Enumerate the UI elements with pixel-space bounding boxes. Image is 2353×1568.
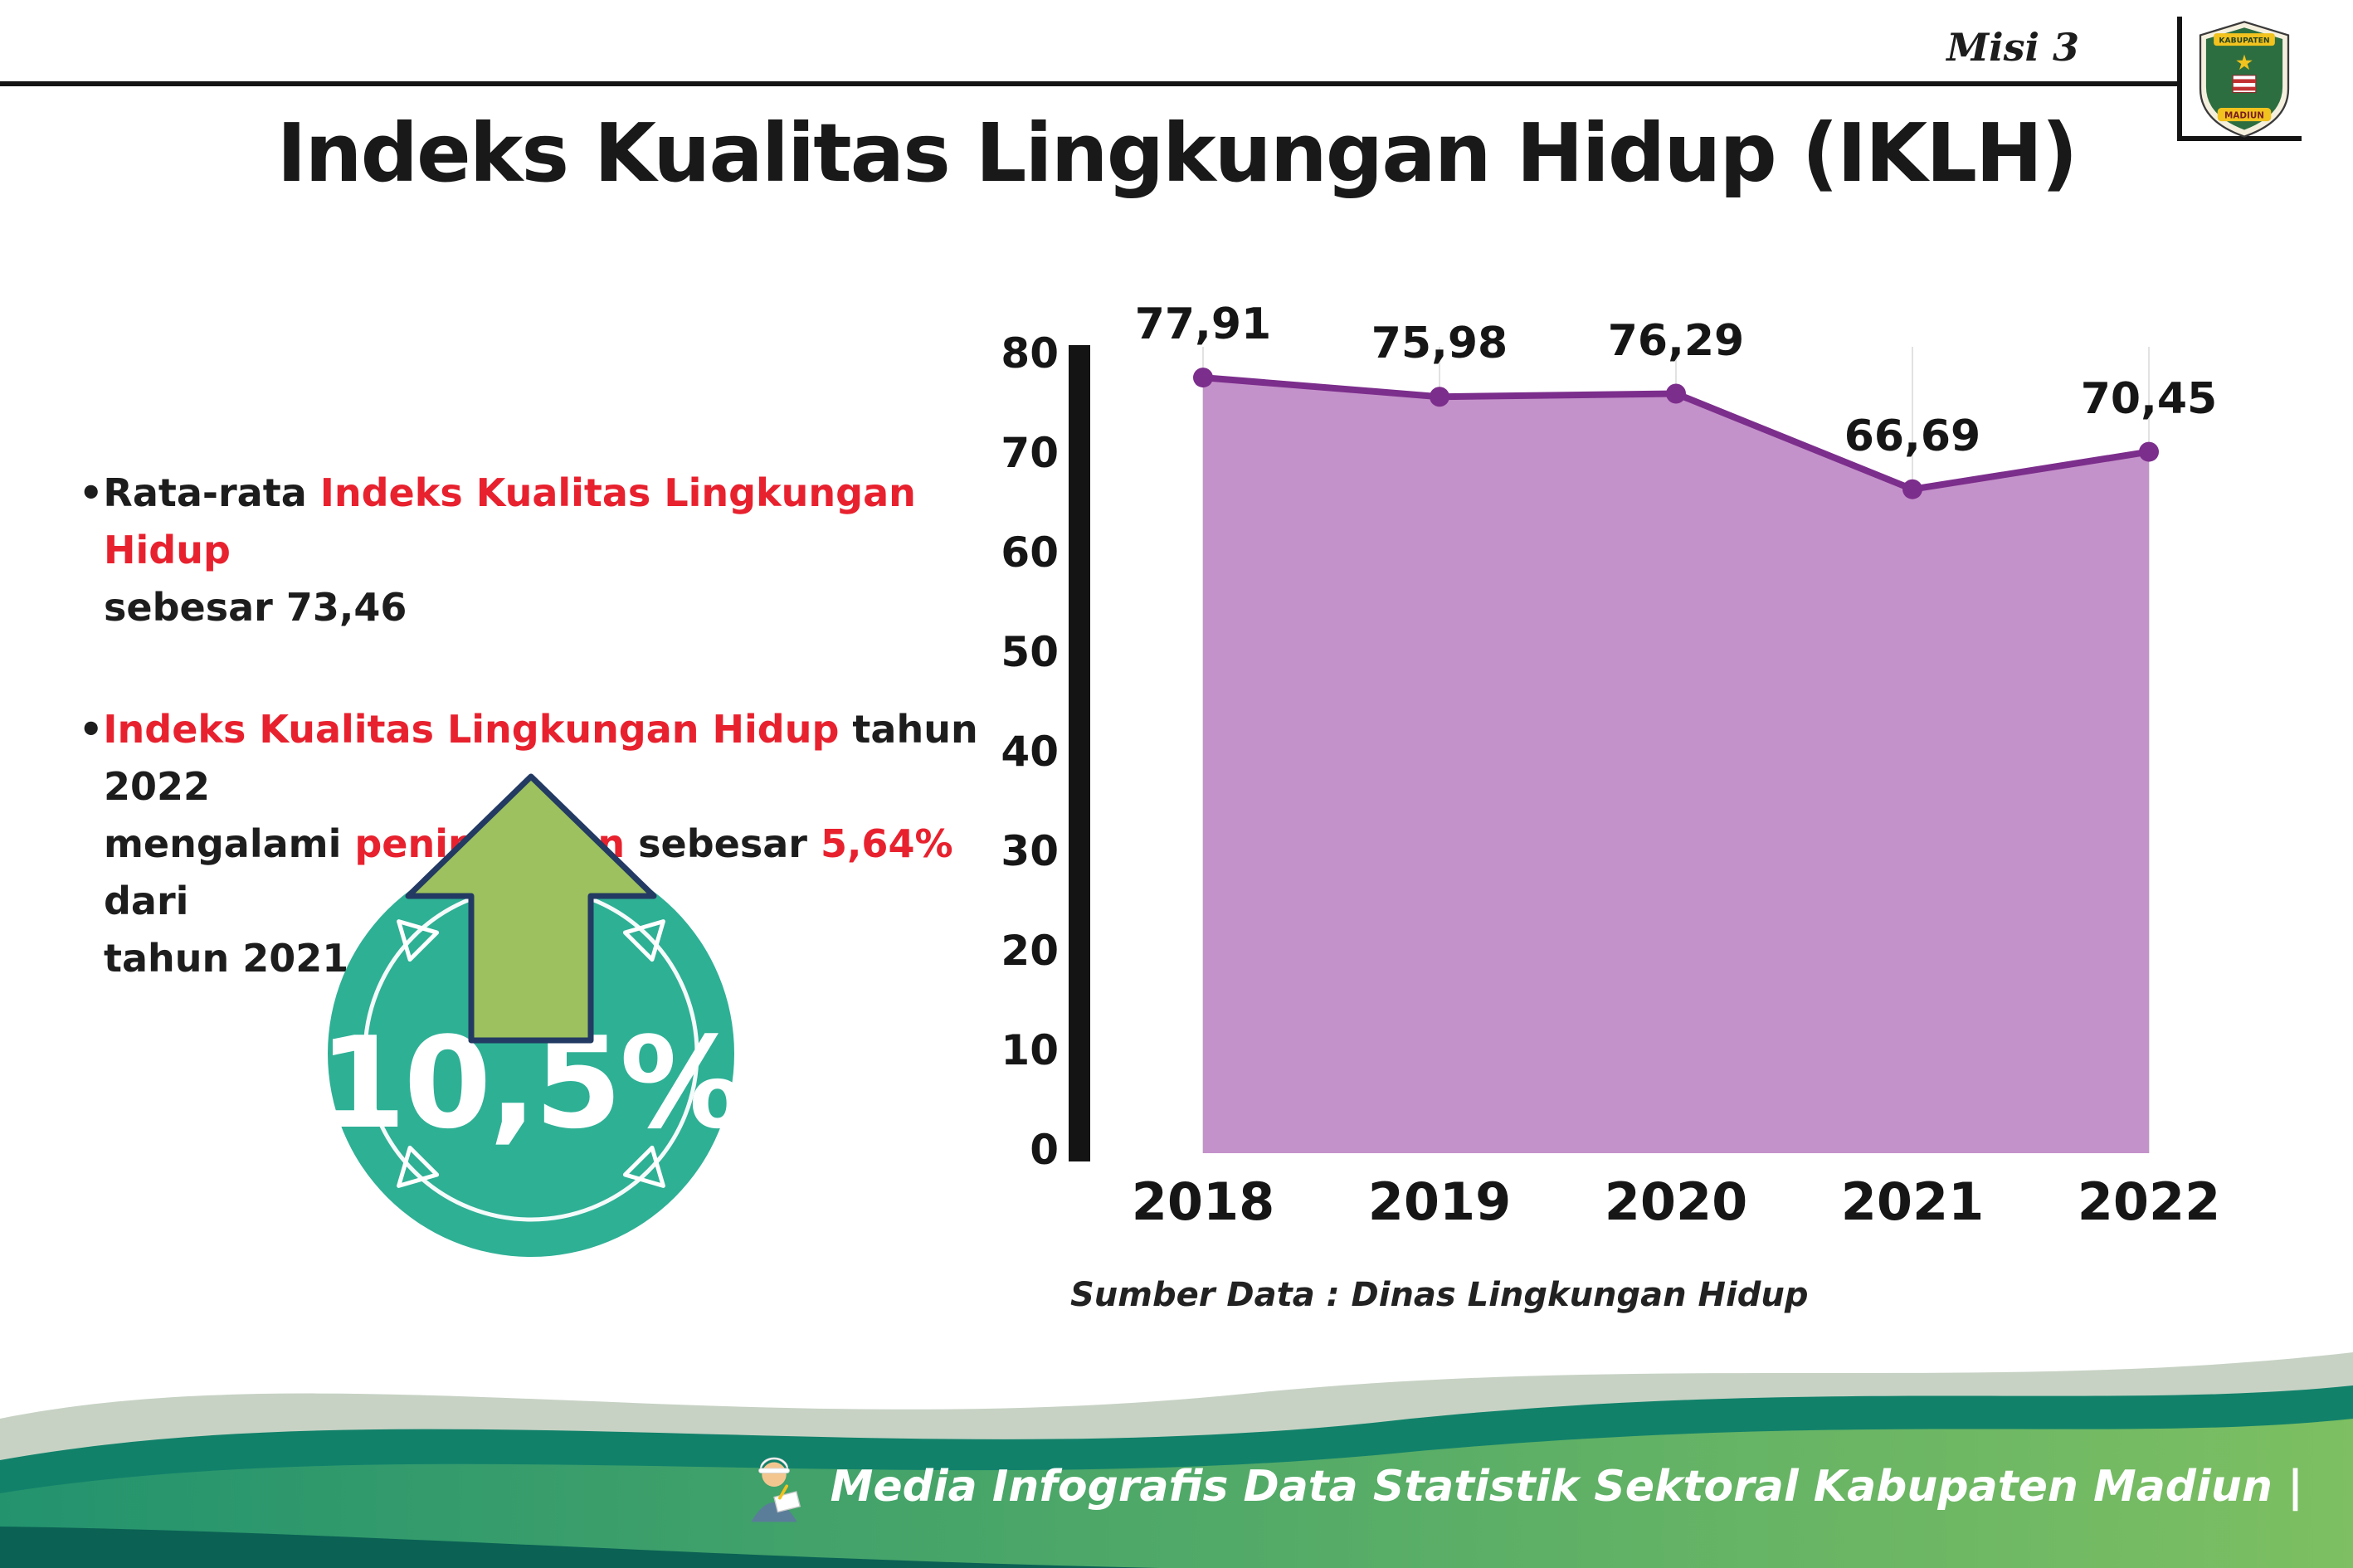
up-arrow-icon <box>405 773 657 1044</box>
kabupaten-madiun-logo: KABUPATEN ★ MADIUN <box>2177 17 2302 141</box>
footer-credit: Media Infografis Data Statistik Sektoral… <box>736 1449 2303 1525</box>
header-rule <box>0 81 2182 86</box>
bullet-iklh-increase: •Indeks Kualitas Lingkungan Hidup tahun … <box>79 701 983 987</box>
iklh-area-chart: 0 10 20 30 40 50 60 70 80 2018 2019 2020 2021 2022 7… <box>979 299 2323 1344</box>
bullet-text-segment: tahun 2022 mengalami <box>104 707 978 866</box>
bullet-average-iklh: •Rata-rata Indeks Kualitas Lingkungan Hi… <box>79 465 983 636</box>
bullet-text-segment: sebesar 73,46 <box>104 585 407 630</box>
logo-top-text: KABUPATEN <box>2219 37 2269 46</box>
key-points: •Rata-rata Indeks Kualitas Lingkungan Hi… <box>79 465 983 1052</box>
bullet-text-segment: dari tahun 2021 <box>104 879 349 981</box>
footer-credit-text: Media Infografis Data Statistik Sektoral… <box>830 1462 2303 1512</box>
logo-bottom-text: MADIUN <box>2224 111 2264 121</box>
logo-star-icon: ★ <box>2235 50 2254 75</box>
mascot-icon <box>751 1457 801 1522</box>
source-note: Sumber Data : Dinas Lingkungan Hidup <box>1070 1276 1809 1314</box>
kabupaten-madiun-crest-icon: KABUPATEN ★ MADIUN <box>2199 21 2290 138</box>
page-title: Indeks Kualitas Lingkungan Hidup (IKLH) <box>276 106 2078 200</box>
bullet-text-segment: Indeks Kualitas Lingkungan Hidup <box>103 707 840 752</box>
footer-wave-decoration <box>0 1352 2353 1568</box>
misi-label: Misi 3 <box>1946 25 2079 70</box>
bullet-marker: • <box>79 470 104 515</box>
bullet-marker: • <box>79 707 104 752</box>
bullet-text-segment: sebesar <box>625 821 821 866</box>
chart-plot-area <box>1069 345 2159 1161</box>
bullet-text-segment: Rata-rata <box>103 470 320 515</box>
bullet-text-segment: Indeks Kualitas Lingkungan Hidup <box>104 470 929 572</box>
bullet-text-segment: 5,64% <box>820 821 953 866</box>
